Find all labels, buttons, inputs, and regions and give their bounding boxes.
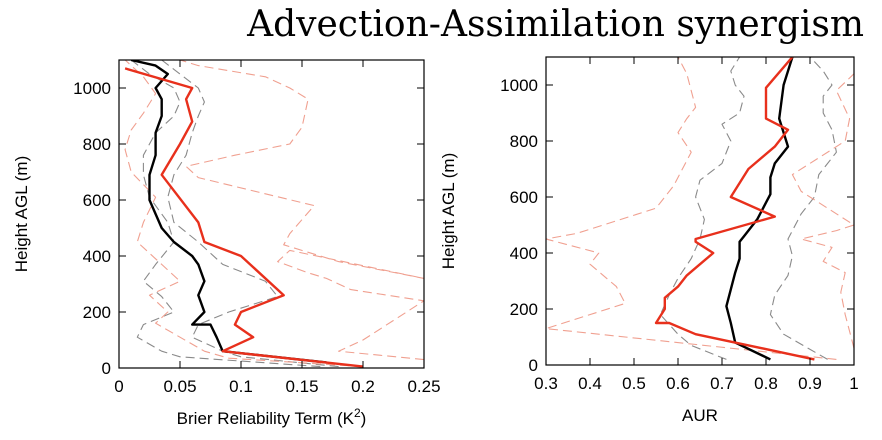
x-tick-label: 0.05 (163, 377, 196, 396)
x-tick-label: 0.25 (407, 377, 440, 396)
series-line-black (130, 60, 327, 364)
y-tick-label: 0 (529, 356, 538, 375)
x-tick-label: 0.7 (710, 374, 734, 393)
x-tick-label: 0.4 (578, 374, 602, 393)
y-tick-label: 1000 (73, 79, 111, 98)
page-title: Advection-Assimilation synergism (247, 4, 864, 45)
y-tick-label: 200 (510, 300, 538, 319)
x-axis-label: Brier Reliability Term (K2) (177, 406, 367, 428)
x-tick-label: 0.3 (534, 374, 558, 393)
series-line-red-dash (546, 57, 837, 360)
x-tick-label: 0.15 (285, 377, 318, 396)
series-group (124, 60, 424, 368)
series-line-gray-dash (161, 60, 339, 368)
series-group (546, 57, 854, 361)
right-chart: 0.3 0.4 0.5 0.6 0.7 0.8 0.9 1 0 200 400 600 800 1000 H… (439, 56, 859, 425)
x-tick-label: 0.5 (622, 374, 646, 393)
plot-frame (118, 59, 425, 369)
plot-frame (545, 56, 855, 366)
series-line-gray-dash (769, 57, 837, 360)
x-tick-label: 0.9 (798, 374, 822, 393)
y-tick-label: 1000 (500, 76, 538, 95)
left-chart: 0 0.05 0.1 0.15 0.2 0.25 0 200 400 600 800 1000 Heig… (12, 59, 441, 428)
series-line-red-dash (791, 73, 854, 349)
series-line-gray-dash (130, 60, 321, 368)
y-tick-label: 800 (83, 135, 111, 154)
y-tick-label: 0 (102, 359, 111, 378)
series-line-gray-dash (659, 57, 745, 360)
x-tick-label: 0.2 (351, 377, 375, 396)
y-axis-label: Height AGL (m) (12, 156, 31, 273)
x-axis-label: AUR (682, 406, 718, 425)
x-tick-label: 0.1 (229, 377, 253, 396)
y-tick-label: 400 (510, 244, 538, 263)
y-tick-label: 800 (510, 132, 538, 151)
y-axis-label: Height AGL (m) (439, 153, 458, 270)
series-line-red (654, 57, 815, 361)
y-tick-label: 200 (83, 303, 111, 322)
x-tick-label: 0 (114, 377, 123, 396)
series-line-red-dash (179, 60, 424, 361)
y-tick-label: 600 (510, 188, 538, 207)
x-tick-label: 0.8 (754, 374, 778, 393)
x-tick-label: 1 (849, 374, 858, 393)
series-line-red (124, 67, 364, 368)
series-line-black (725, 57, 794, 361)
series-line-red-dash (124, 60, 364, 368)
y-tick-label: 400 (83, 247, 111, 266)
y-tick-label: 600 (83, 191, 111, 210)
x-tick-label: 0.6 (666, 374, 690, 393)
